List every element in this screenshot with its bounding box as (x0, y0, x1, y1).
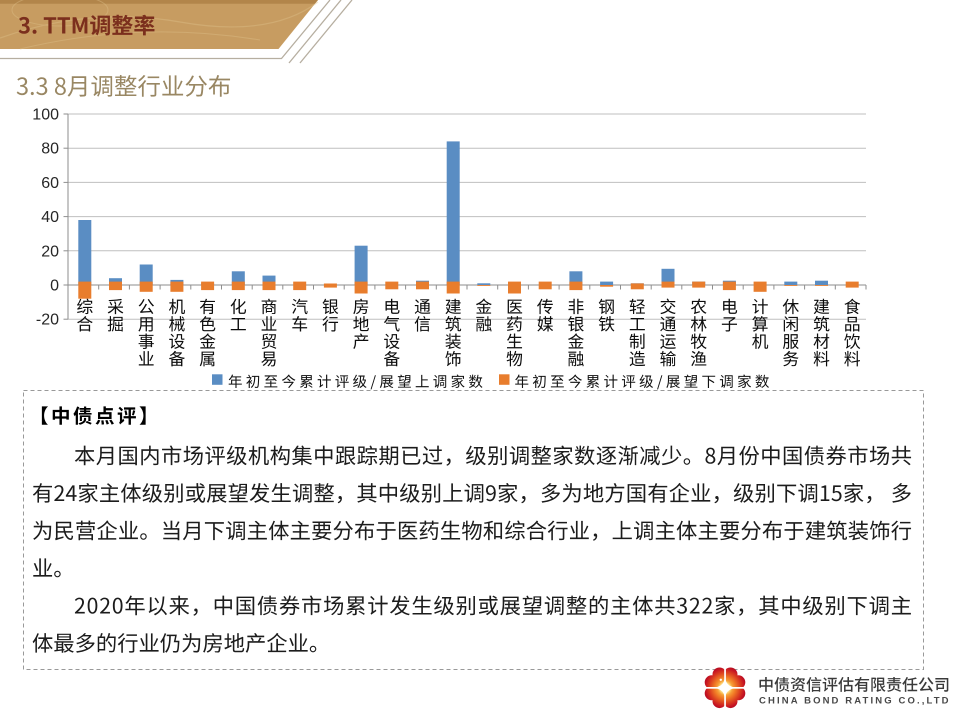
svg-text:0: 0 (50, 278, 59, 295)
svg-text:40: 40 (41, 209, 59, 226)
svg-text:80: 80 (41, 141, 59, 158)
svg-text:20: 20 (41, 243, 59, 260)
svg-text:-20: -20 (36, 312, 59, 329)
svg-text:60: 60 (41, 175, 59, 192)
svg-text:100: 100 (32, 107, 59, 124)
svg-text:CHINA BOND RATING CO.,LTD: CHINA BOND RATING CO.,LTD (759, 696, 951, 707)
